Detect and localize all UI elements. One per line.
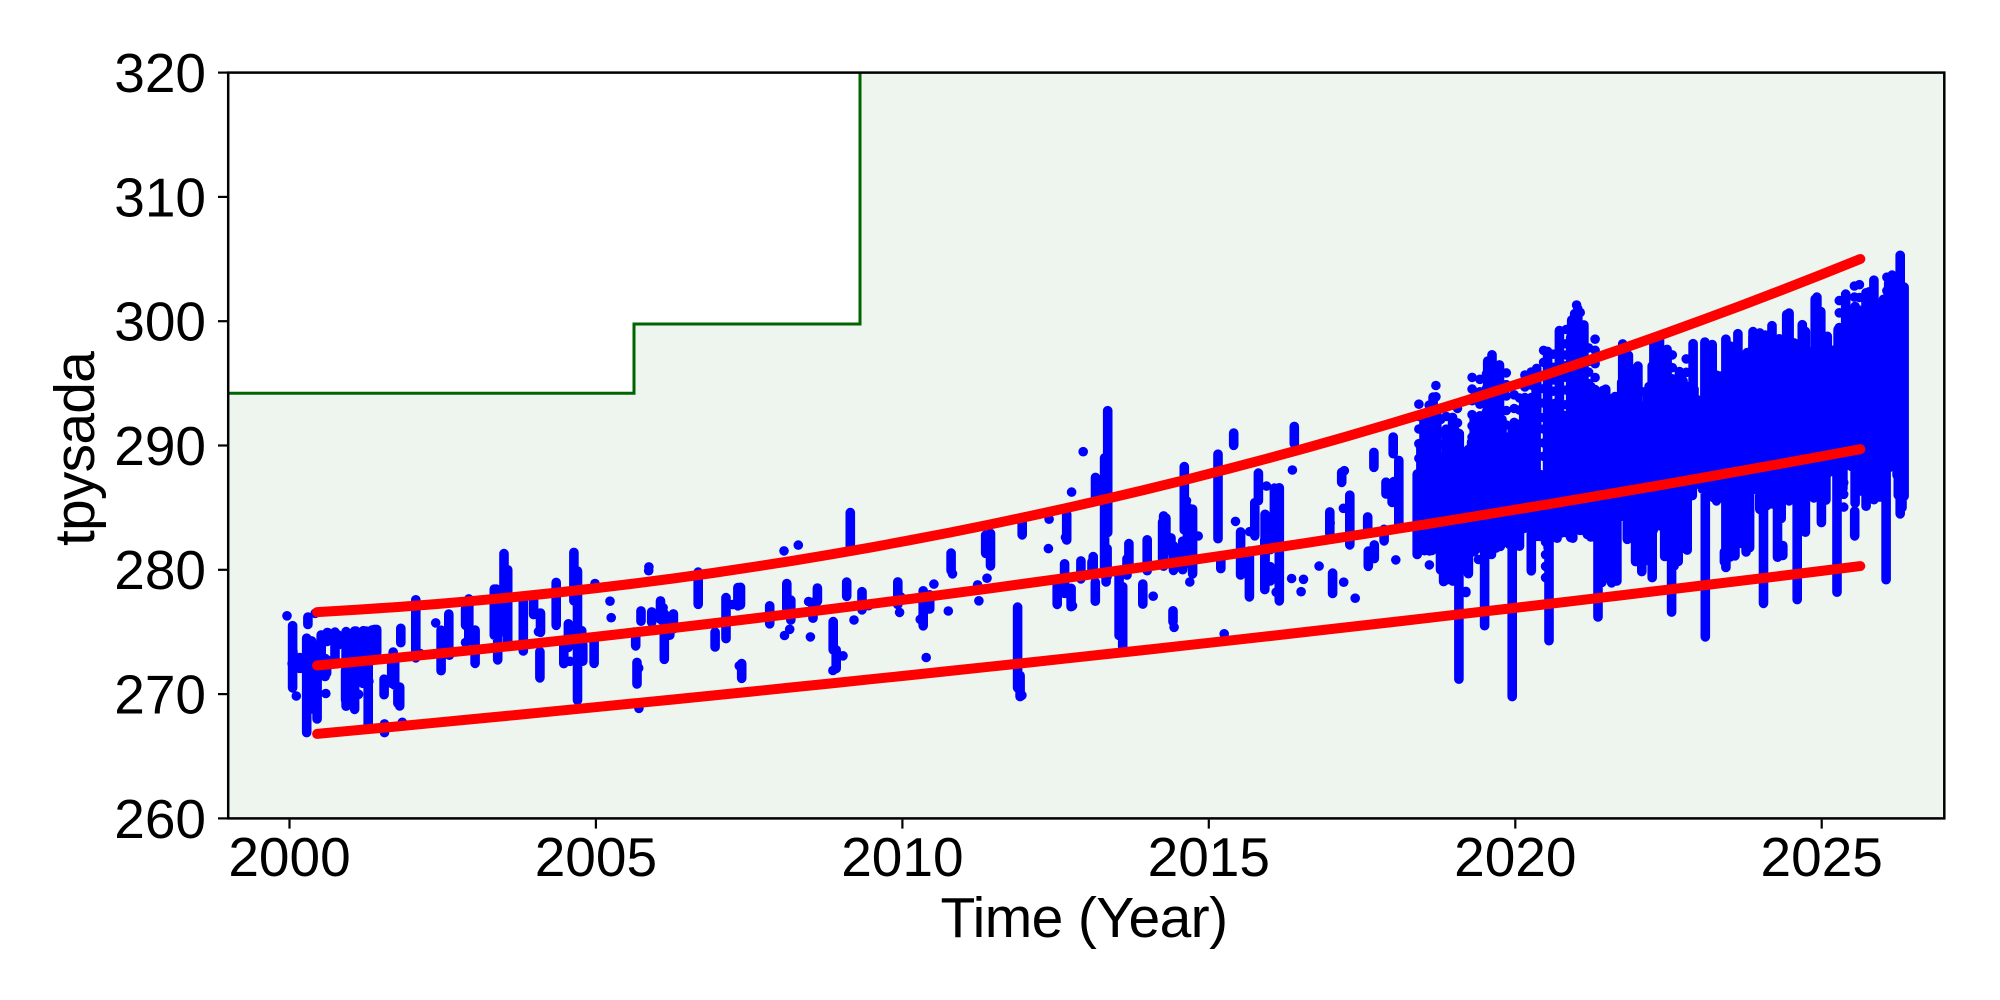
svg-text:280: 280 <box>114 539 206 601</box>
svg-text:270: 270 <box>114 664 206 726</box>
svg-text:2025: 2025 <box>1761 826 1883 888</box>
svg-text:290: 290 <box>114 415 206 477</box>
svg-text:2020: 2020 <box>1454 826 1576 888</box>
svg-text:2015: 2015 <box>1148 826 1270 888</box>
svg-text:tpysada: tpysada <box>43 351 107 546</box>
svg-text:2005: 2005 <box>535 826 657 888</box>
svg-text:260: 260 <box>114 788 206 850</box>
svg-text:2010: 2010 <box>841 826 963 888</box>
svg-text:Time (Year): Time (Year) <box>941 886 1228 950</box>
svg-text:310: 310 <box>114 166 206 228</box>
svg-text:300: 300 <box>114 291 206 353</box>
svg-text:2000: 2000 <box>228 826 350 888</box>
svg-text:320: 320 <box>114 42 206 104</box>
